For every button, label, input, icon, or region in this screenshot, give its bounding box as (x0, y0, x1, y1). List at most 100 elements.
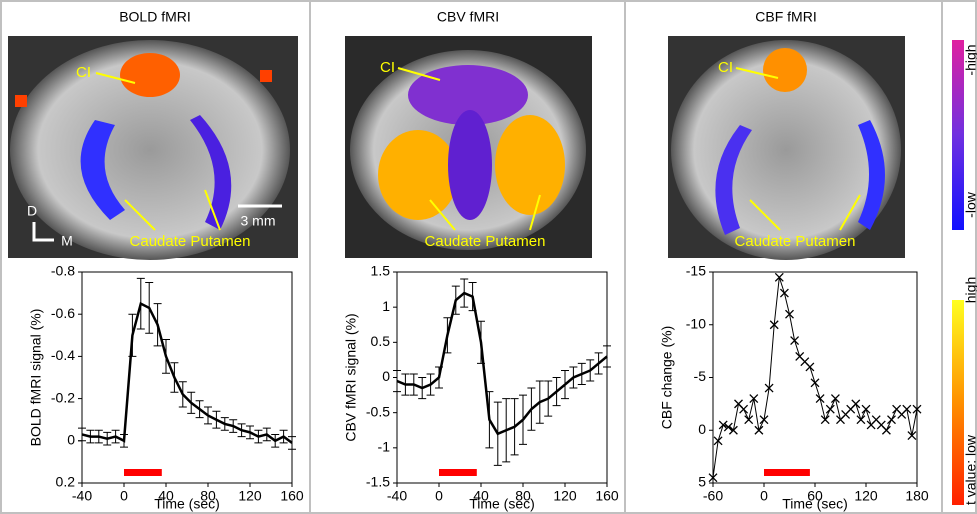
y-tick-label: 1 (382, 298, 390, 314)
data-point (718, 420, 728, 430)
y-axis-label: CBF change (%) (659, 326, 675, 429)
data-point (902, 404, 912, 414)
orientation: D (27, 203, 37, 219)
x-tick-label: -40 (387, 488, 407, 504)
x-tick-label: 0 (435, 488, 443, 504)
data-point (764, 383, 774, 393)
brain-image (345, 36, 592, 258)
x-tick-label: 180 (905, 488, 929, 504)
x-tick-label: 80 (200, 488, 216, 504)
arrow (429, 199, 456, 231)
y-tick-label: -0.5 (366, 403, 390, 419)
data-line (396, 291, 608, 436)
scale-label: 3 mm (241, 213, 276, 229)
plot-area (712, 271, 918, 484)
x-tick-label: 40 (158, 488, 174, 504)
x-tick-label: 40 (473, 488, 489, 504)
arrow (124, 199, 156, 231)
annotation: CI (380, 59, 395, 76)
stimulus-bar (124, 469, 162, 476)
y-tick-label: 1.5 (371, 263, 391, 279)
y-tick-label: -0.8 (51, 263, 75, 279)
x-tick-label: -40 (72, 488, 92, 504)
y-tick-label: 5 (698, 474, 706, 490)
x-tick-label: 160 (280, 488, 304, 504)
y-tick-label: 0 (698, 421, 706, 437)
y-tick-label: 0 (382, 368, 390, 384)
brain-image (8, 36, 298, 260)
x-axis-label: Time (sec) (782, 496, 848, 512)
data-line (712, 277, 918, 478)
data-point (790, 336, 800, 346)
data-point (830, 394, 840, 404)
colorbar-label: t value: low (963, 434, 977, 505)
colorbar-label: -high (963, 44, 977, 75)
y-tick-label: 0.2 (56, 474, 76, 490)
colorbar (952, 40, 964, 230)
data-point (723, 422, 733, 432)
y-tick-label: -10 (686, 315, 706, 331)
orientation-mark (32, 222, 54, 242)
data-point (744, 415, 754, 425)
y-tick-label: -1 (378, 439, 391, 455)
data-point (810, 378, 820, 388)
arrow (839, 194, 861, 231)
y-tick-label: -15 (686, 263, 706, 279)
chart-title: CBV fMRI (437, 9, 499, 25)
x-tick-label: 60 (807, 488, 823, 504)
orientation: M (61, 233, 73, 249)
y-axis-label: BOLD fMRI signal (%) (28, 309, 44, 447)
brain-image (668, 36, 905, 260)
data-line (81, 301, 293, 444)
data-point (825, 404, 835, 414)
data-point (887, 415, 896, 425)
data-point (815, 394, 825, 404)
annotation: Caudate Putamen (425, 233, 546, 250)
data-point (907, 431, 917, 440)
stimulus-bar (439, 469, 477, 476)
annotation: CI (76, 64, 91, 81)
data-point (708, 473, 718, 483)
data-point (820, 415, 830, 425)
data-point (749, 394, 759, 404)
x-tick-label: 120 (854, 488, 878, 504)
x-tick-label: 120 (238, 488, 262, 504)
colorbar-label: -low (963, 191, 977, 218)
arrow (397, 67, 441, 81)
data-point (774, 272, 784, 282)
arrow (529, 194, 541, 231)
x-tick-label: -60 (703, 488, 723, 504)
x-tick-label: 160 (595, 488, 619, 504)
data-point (739, 404, 749, 414)
plot-area (81, 271, 293, 484)
data-point (851, 399, 861, 409)
annotation: Caudate Putamen (130, 233, 251, 250)
colorbar-label: high (963, 277, 977, 303)
x-axis-label: Time (sec) (469, 496, 535, 512)
y-tick-label: -0.6 (51, 305, 75, 321)
data-point (881, 425, 891, 435)
y-tick-label: 0.5 (371, 333, 391, 349)
colorbar (952, 300, 964, 505)
annotation: Caudate Putamen (735, 233, 856, 250)
x-tick-label: 0 (760, 488, 768, 504)
annotation: CI (718, 59, 733, 76)
arrow (735, 67, 779, 79)
y-axis-label: CBV fMRI signal (%) (343, 313, 359, 441)
data-point (861, 404, 871, 414)
data-point (713, 436, 723, 446)
y-tick-label: -1.5 (366, 474, 390, 490)
y-tick-label: -0.4 (51, 347, 75, 363)
data-point (779, 288, 789, 298)
data-point (728, 425, 738, 435)
x-tick-label: 120 (553, 488, 577, 504)
arrow (95, 72, 136, 84)
x-axis-label: Time (sec) (154, 496, 220, 512)
y-tick-label: -0.2 (51, 389, 75, 405)
chart-title: CBF fMRI (755, 9, 816, 25)
data-point (805, 362, 815, 372)
data-point (785, 309, 794, 319)
x-tick-label: 80 (515, 488, 531, 504)
data-point (769, 320, 779, 330)
